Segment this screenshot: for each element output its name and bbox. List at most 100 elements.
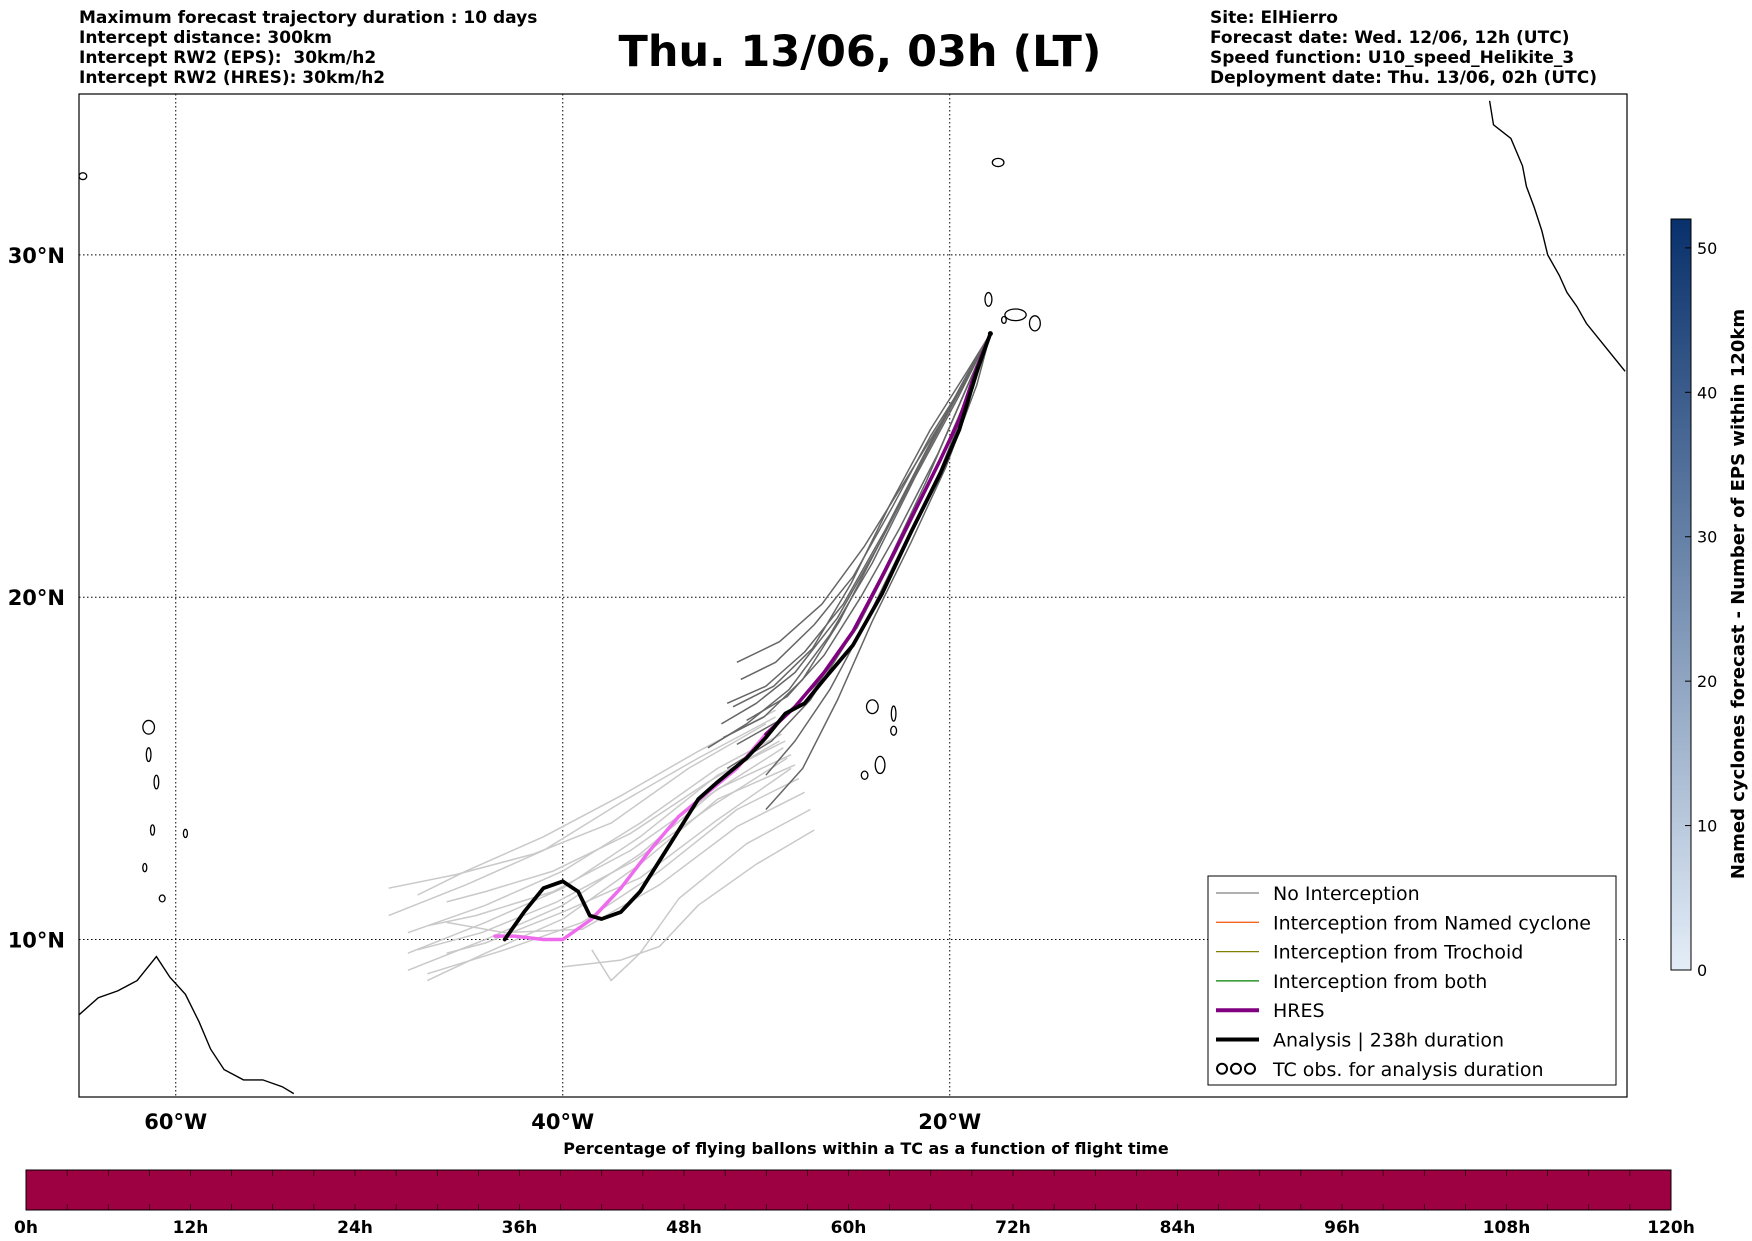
island <box>890 725 898 736</box>
header-right-line-1: Site: ElHierro <box>1210 8 1338 28</box>
latitude-labels: 30°N 20°N 10°N <box>8 244 65 953</box>
island <box>1028 315 1041 332</box>
legend-label: Interception from Named cyclone <box>1273 912 1591 934</box>
legend-tc-marker <box>1244 1062 1256 1075</box>
bottom-colorbar-tick-label: 84h <box>1160 1218 1196 1238</box>
eps-track-far <box>427 747 784 927</box>
eps-track-far <box>417 709 776 896</box>
header-left-line-4: Intercept RW2 (HRES): 30km/h2 <box>79 68 386 88</box>
latitude-label: 30°N <box>8 244 65 268</box>
bottom-colorbar-tick-label: 0h <box>14 1218 38 1238</box>
header-left-line-2: Intercept distance: 300km <box>79 28 332 48</box>
longitude-labels: 60°W 40°W 20°W <box>144 1110 981 1134</box>
bottom-colorbar: Percentage of flying ballons within a TC… <box>14 1139 1695 1238</box>
main-tracks <box>493 331 993 942</box>
header-left-line-1: Maximum forecast trajectory duration : 1… <box>79 8 538 28</box>
island <box>142 719 156 735</box>
map-frame <box>78 93 1628 1098</box>
eps-track-near <box>765 333 992 811</box>
eps-track-near <box>746 333 992 722</box>
legend-label: HRES <box>1273 1000 1325 1022</box>
longitude-label: 60°W <box>144 1110 207 1134</box>
eps-track-near <box>723 333 992 739</box>
side-colorbar-bar <box>1670 218 1692 971</box>
analysis-track <box>502 331 993 942</box>
longitude-label: 40°W <box>531 1110 594 1134</box>
island <box>1004 308 1027 322</box>
map-coastlines <box>79 100 1626 1095</box>
legend: No Interception Interception from Named c… <box>1207 875 1617 1086</box>
bottom-colorbar-tick-label: 60h <box>831 1218 867 1238</box>
island <box>865 699 879 715</box>
side-colorbar-tick-label: 30 <box>1697 528 1717 547</box>
eps-track-far <box>388 716 776 917</box>
eps-track-near <box>721 333 992 725</box>
legend-box <box>1207 875 1617 1086</box>
header-right: Site: ElHierro Forecast date: Wed. 12/06… <box>1210 8 1597 88</box>
side-colorbar-tick-label: 0 <box>1697 961 1707 980</box>
eps-track-far <box>446 740 780 903</box>
eps-track-far <box>562 829 815 968</box>
island <box>991 157 1005 168</box>
header-left-line-3: Intercept RW2 (EPS): 30km/h2 <box>79 48 377 68</box>
map-graticule <box>79 94 1627 1097</box>
island <box>158 894 166 903</box>
bottom-colorbar-bar <box>25 1169 1672 1211</box>
latitude-label: 10°N <box>8 929 65 953</box>
latitude-label: 20°N <box>8 586 65 610</box>
eps-far-tracks <box>388 709 815 982</box>
header-right-line-4: Deployment date: Thu. 13/06, 02h (UTC) <box>1210 68 1597 88</box>
side-colorbar-label: Named cyclones forecast - Number of EPS … <box>1728 309 1749 879</box>
legend-label: No Interception <box>1273 883 1420 905</box>
bottom-colorbar-tick-label: 96h <box>1324 1218 1360 1238</box>
main-title: Thu. 13/06, 03h (LT) <box>618 27 1102 77</box>
side-colorbar: Named cyclones forecast - Number of EPS … <box>1670 218 1749 980</box>
header-left: Maximum forecast trajectory duration : 1… <box>79 8 537 88</box>
island <box>182 828 189 839</box>
header-right-line-3: Speed function: U10_speed_Helikite_3 <box>1210 48 1575 68</box>
legend-label: Analysis | 238h duration <box>1273 1030 1504 1052</box>
side-colorbar-tick-label: 50 <box>1697 239 1717 258</box>
bottom-colorbar-tick-label: 108h <box>1483 1218 1531 1238</box>
legend-tc-marker <box>1230 1062 1242 1075</box>
bottom-colorbar-tick-label: 12h <box>173 1218 209 1238</box>
coastline-africa <box>1488 100 1626 372</box>
side-colorbar-tick-label: 20 <box>1697 672 1717 691</box>
bottom-colorbar-tick-label: 48h <box>666 1218 702 1238</box>
island <box>149 824 156 836</box>
eps-track-far <box>407 754 792 971</box>
island <box>860 770 869 780</box>
island <box>874 755 886 775</box>
island <box>145 747 152 763</box>
eps-track-far <box>417 757 788 951</box>
island <box>984 291 993 307</box>
side-colorbar-tick-label: 10 <box>1697 817 1717 836</box>
bottom-colorbar-tick-label: 72h <box>995 1218 1031 1238</box>
side-colorbar-tick-label: 40 <box>1697 383 1717 402</box>
bottom-colorbar-tick-label: 36h <box>502 1218 538 1238</box>
bottom-colorbar-tick-label: 24h <box>337 1218 373 1238</box>
eps-track-near <box>732 333 992 708</box>
eps-track-far <box>446 791 805 934</box>
legend-label: Interception from both <box>1273 971 1487 993</box>
legend-label: Interception from Trochoid <box>1273 942 1523 964</box>
island <box>890 705 897 722</box>
legend-label: TC obs. for analysis duration <box>1272 1059 1544 1081</box>
island <box>153 774 160 790</box>
island <box>142 862 148 873</box>
bottom-colorbar-title: Percentage of flying ballons within a TC… <box>563 1139 1169 1158</box>
legend-tc-marker <box>1216 1062 1228 1075</box>
island <box>79 172 88 181</box>
coastline-south-america <box>79 955 295 1095</box>
island <box>1000 315 1007 325</box>
header-right-line-2: Forecast date: Wed. 12/06, 12h (UTC) <box>1210 28 1570 48</box>
deployment-site-marker <box>987 331 993 337</box>
longitude-label: 20°W <box>918 1110 981 1134</box>
eps-track-far <box>427 777 800 975</box>
eps-track-far <box>388 723 767 889</box>
eps-track-far <box>591 808 811 982</box>
eps-track-far <box>446 767 792 954</box>
hres-track <box>764 331 993 736</box>
bottom-colorbar-tick-label: 120h <box>1647 1218 1695 1238</box>
